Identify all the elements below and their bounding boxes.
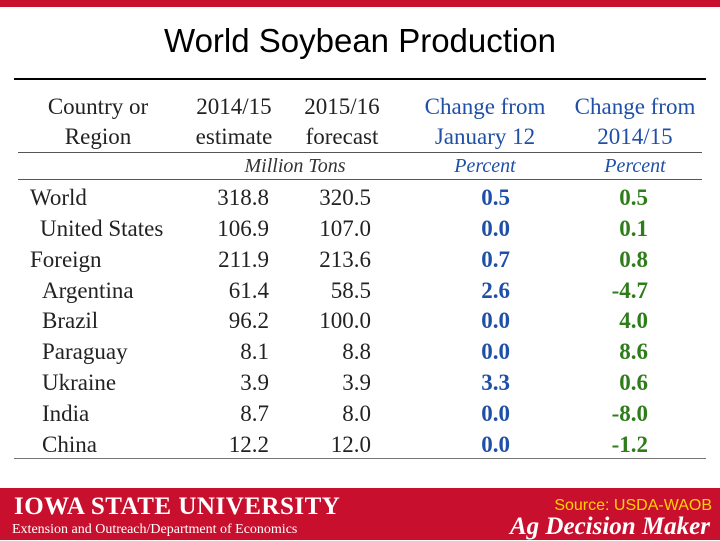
row-forecast: 320.5 — [319, 185, 371, 210]
row-change-prior: -1.2 — [611, 432, 648, 457]
table-top-rule — [14, 78, 706, 80]
top-accent-bar — [0, 0, 720, 7]
row-estimate: 106.9 — [217, 216, 269, 241]
row-name: Foreign — [30, 247, 102, 272]
row-forecast: 107.0 — [319, 216, 371, 241]
row-change-january: 0.5 — [481, 185, 510, 210]
row-estimate: 8.1 — [240, 339, 269, 364]
row-estimate: 61.4 — [228, 278, 269, 303]
row-forecast: 213.6 — [319, 247, 371, 272]
header-estimate-line1: 2014/15 — [196, 94, 272, 119]
row-estimate: 8.7 — [240, 401, 269, 426]
row-change-january: 2.6 — [481, 278, 510, 303]
row-change-prior: -8.0 — [611, 401, 648, 426]
table-row: Argentina 61.4 58.5 2.6 -4.7 — [0, 275, 720, 306]
table-row: Brazil 96.2 100.0 0.0 4.0 — [0, 305, 720, 336]
row-change-january: 0.0 — [481, 339, 510, 364]
row-change-prior: 0.1 — [619, 216, 648, 241]
row-name: India — [42, 401, 90, 426]
row-forecast: 100.0 — [319, 308, 371, 333]
row-change-prior: 8.6 — [619, 339, 648, 364]
footer-bar — [0, 488, 720, 540]
header-change-january-line1: Change from — [424, 94, 546, 119]
header-change-january-line2: January 12 — [434, 124, 536, 149]
row-change-january: 0.0 — [481, 308, 510, 333]
row-estimate: 96.2 — [228, 308, 269, 333]
row-change-january: 0.0 — [481, 401, 510, 426]
header-divider — [18, 152, 702, 153]
row-forecast: 12.0 — [330, 432, 371, 457]
row-change-january: 3.3 — [481, 370, 510, 395]
row-name: United States — [40, 216, 164, 241]
row-name: Paraguay — [42, 339, 128, 364]
table-row: India 8.7 8.0 0.0 -8.0 — [0, 398, 720, 429]
header-country-line1: Country or — [47, 94, 149, 119]
row-change-january: 0.0 — [481, 432, 510, 457]
table-row: Paraguay 8.1 8.8 0.0 8.6 — [0, 336, 720, 367]
header-forecast-line2: forecast — [305, 124, 379, 149]
row-change-prior: 4.0 — [619, 308, 648, 333]
header-change-prior-line1: Change from — [574, 94, 696, 119]
row-name: China — [42, 432, 97, 457]
header-country-line2: Region — [64, 124, 132, 149]
table-row: Foreign 211.9 213.6 0.7 0.8 — [0, 244, 720, 275]
row-name: Brazil — [42, 308, 99, 333]
unit-percent-january: Percent — [454, 155, 516, 177]
row-change-prior: -4.7 — [611, 278, 648, 303]
table-bottom-rule — [14, 458, 706, 459]
table-row: China 12.2 12.0 0.0 -1.2 — [0, 429, 720, 460]
row-change-january: 0.0 — [481, 216, 510, 241]
unit-million-tons: Million Tons — [244, 155, 346, 177]
row-name: Ukraine — [42, 370, 117, 395]
header-estimate: 2014/15 estimate — [182, 92, 286, 152]
row-estimate: 12.2 — [228, 432, 269, 457]
source-label: Source: USDA-WAOB — [554, 497, 712, 514]
header-change-prior-year: Change from 2014/15 — [560, 92, 710, 152]
row-forecast: 8.8 — [342, 339, 371, 364]
department-label: Extension and Outreach/Department of Eco… — [12, 522, 298, 537]
table-row: World 318.8 320.5 0.5 0.5 — [0, 182, 720, 213]
slide-title: World Soybean Production — [164, 22, 556, 59]
header-forecast: 2015/16 forecast — [290, 92, 394, 152]
university-wordmark: IOWA STATE UNIVERSITY — [14, 493, 341, 520]
row-change-prior: 0.5 — [619, 185, 648, 210]
unit-percent-prior: Percent — [604, 155, 666, 177]
row-estimate: 318.8 — [217, 185, 269, 210]
header-change-january: Change from January 12 — [410, 92, 560, 152]
header-forecast-line1: 2015/16 — [304, 94, 380, 119]
row-forecast: 3.9 — [342, 370, 371, 395]
table-row: Ukraine 3.9 3.9 3.3 0.6 — [0, 367, 720, 398]
units-divider — [18, 179, 702, 180]
row-name: Argentina — [42, 278, 134, 303]
header-country: Country or Region — [22, 92, 174, 152]
table-row: United States 106.9 107.0 0.0 0.1 — [0, 213, 720, 244]
header-change-prior-line2: 2014/15 — [597, 124, 673, 149]
row-forecast: 58.5 — [330, 278, 371, 303]
brand-logo-text: Ag Decision Maker — [510, 513, 710, 540]
row-change-january: 0.7 — [481, 247, 510, 272]
header-estimate-line2: estimate — [195, 124, 273, 149]
row-change-prior: 0.8 — [619, 247, 648, 272]
row-forecast: 8.0 — [342, 401, 371, 426]
row-change-prior: 0.6 — [619, 370, 648, 395]
row-estimate: 3.9 — [240, 370, 269, 395]
row-name: World — [30, 185, 87, 210]
row-estimate: 211.9 — [218, 247, 269, 272]
